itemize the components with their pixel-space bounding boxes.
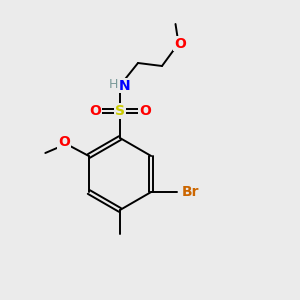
- Text: O: O: [139, 104, 151, 118]
- Text: O: O: [89, 104, 101, 118]
- Text: O: O: [174, 37, 186, 50]
- Text: N: N: [119, 79, 130, 92]
- Text: H: H: [109, 78, 118, 91]
- Text: Br: Br: [182, 185, 200, 199]
- Text: O: O: [58, 136, 70, 149]
- Text: S: S: [115, 104, 125, 118]
